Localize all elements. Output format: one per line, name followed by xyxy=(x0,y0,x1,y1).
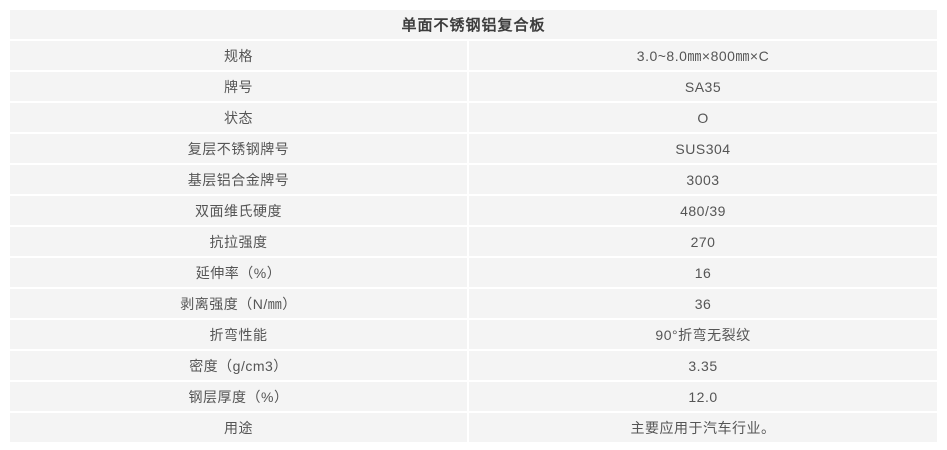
spec-value: 3.0~8.0㎜×800㎜×C xyxy=(469,41,938,70)
table-row: 用途 主要应用于汽车行业。 xyxy=(10,413,938,442)
spec-value: 480/39 xyxy=(469,196,938,225)
spec-value: 3003 xyxy=(469,165,938,194)
spec-value: 12.0 xyxy=(469,382,938,411)
spec-label: 延伸率（%） xyxy=(10,258,467,287)
spec-label: 状态 xyxy=(10,103,467,132)
table-row: 延伸率（%） 16 xyxy=(10,258,938,287)
spec-value: 36 xyxy=(469,289,938,318)
spec-label: 用途 xyxy=(10,413,467,442)
spec-value: SUS304 xyxy=(469,134,938,163)
spec-label: 规格 xyxy=(10,41,467,70)
spec-label: 双面维氏硬度 xyxy=(10,196,467,225)
table-row: 折弯性能 90°折弯无裂纹 xyxy=(10,320,938,349)
table-row: 基层铝合金牌号 3003 xyxy=(10,165,938,194)
table-title: 单面不锈钢铝复合板 xyxy=(10,10,938,39)
spec-label: 折弯性能 xyxy=(10,320,467,349)
table-row: 状态 O xyxy=(10,103,938,132)
spec-value: 270 xyxy=(469,227,938,256)
table-row: 钢层厚度（%） 12.0 xyxy=(10,382,938,411)
spec-label: 牌号 xyxy=(10,72,467,101)
spec-value: 主要应用于汽车行业。 xyxy=(469,413,938,442)
spec-label: 密度（g/cm3） xyxy=(10,351,467,380)
spec-value: 90°折弯无裂纹 xyxy=(469,320,938,349)
table-row: 双面维氏硬度 480/39 xyxy=(10,196,938,225)
table-row: 抗拉强度 270 xyxy=(10,227,938,256)
spec-value: 16 xyxy=(469,258,938,287)
spec-label: 抗拉强度 xyxy=(10,227,467,256)
table-row: 复层不锈钢牌号 SUS304 xyxy=(10,134,938,163)
product-spec-table: 单面不锈钢铝复合板 规格 3.0~8.0㎜×800㎜×C 牌号 SA35 状态 … xyxy=(8,8,939,444)
spec-label: 复层不锈钢牌号 xyxy=(10,134,467,163)
table-row: 密度（g/cm3） 3.35 xyxy=(10,351,938,380)
spec-value: 3.35 xyxy=(469,351,938,380)
spec-value: O xyxy=(469,103,938,132)
spec-label: 基层铝合金牌号 xyxy=(10,165,467,194)
table-row: 剥离强度（N/㎜） 36 xyxy=(10,289,938,318)
spec-label: 剥离强度（N/㎜） xyxy=(10,289,467,318)
table-title-row: 单面不锈钢铝复合板 xyxy=(10,10,938,39)
table-row: 规格 3.0~8.0㎜×800㎜×C xyxy=(10,41,938,70)
table-row: 牌号 SA35 xyxy=(10,72,938,101)
spec-value: SA35 xyxy=(469,72,938,101)
spec-label: 钢层厚度（%） xyxy=(10,382,467,411)
